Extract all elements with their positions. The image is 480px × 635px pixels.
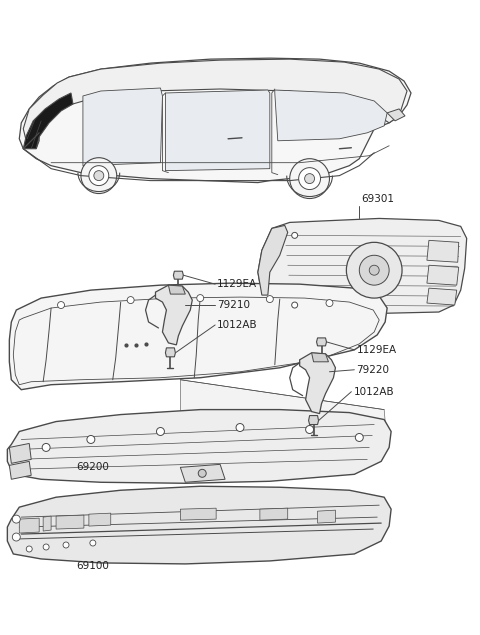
Polygon shape	[19, 58, 411, 183]
Polygon shape	[260, 508, 288, 520]
Circle shape	[156, 427, 165, 436]
Polygon shape	[180, 508, 216, 520]
Polygon shape	[89, 513, 111, 526]
Circle shape	[58, 302, 64, 309]
Circle shape	[89, 166, 109, 185]
Text: 1012AB: 1012AB	[353, 387, 394, 397]
Polygon shape	[9, 462, 31, 479]
Circle shape	[43, 544, 49, 550]
Polygon shape	[9, 283, 387, 390]
Polygon shape	[7, 486, 391, 564]
Polygon shape	[258, 218, 467, 315]
Circle shape	[355, 434, 363, 441]
Polygon shape	[427, 288, 457, 305]
Polygon shape	[166, 90, 270, 171]
Circle shape	[81, 157, 117, 194]
Text: 69100: 69100	[76, 561, 109, 571]
Polygon shape	[180, 380, 387, 444]
Circle shape	[87, 436, 95, 443]
Text: 69200: 69200	[76, 462, 109, 472]
Circle shape	[236, 424, 244, 432]
Polygon shape	[23, 93, 73, 149]
Circle shape	[90, 540, 96, 546]
Text: 1129EA: 1129EA	[217, 279, 257, 289]
Circle shape	[197, 295, 204, 302]
Circle shape	[360, 255, 389, 285]
Polygon shape	[318, 510, 336, 523]
Polygon shape	[275, 90, 387, 141]
Circle shape	[127, 297, 134, 304]
Circle shape	[266, 296, 273, 302]
Polygon shape	[309, 415, 319, 425]
Polygon shape	[387, 109, 405, 121]
Polygon shape	[427, 265, 459, 285]
Text: 1012AB: 1012AB	[217, 320, 258, 330]
Circle shape	[198, 469, 206, 478]
Polygon shape	[168, 285, 185, 294]
Circle shape	[12, 533, 20, 541]
Polygon shape	[19, 518, 39, 533]
Circle shape	[369, 265, 379, 275]
Polygon shape	[312, 353, 328, 362]
Circle shape	[12, 515, 20, 523]
Circle shape	[306, 425, 313, 434]
Polygon shape	[258, 225, 288, 295]
Circle shape	[326, 300, 333, 307]
Polygon shape	[43, 516, 51, 531]
Polygon shape	[180, 464, 225, 482]
Circle shape	[63, 542, 69, 548]
Circle shape	[26, 546, 32, 552]
Polygon shape	[316, 338, 326, 346]
Text: 1129EA: 1129EA	[356, 345, 396, 355]
Circle shape	[305, 173, 314, 184]
Polygon shape	[166, 348, 175, 357]
Circle shape	[42, 443, 50, 451]
Circle shape	[299, 168, 321, 190]
Polygon shape	[300, 353, 336, 413]
Polygon shape	[7, 410, 391, 483]
Circle shape	[290, 159, 329, 199]
Circle shape	[94, 171, 104, 180]
Polygon shape	[173, 271, 183, 279]
Polygon shape	[9, 443, 31, 464]
Text: 79210: 79210	[217, 300, 250, 310]
Polygon shape	[56, 515, 84, 529]
Polygon shape	[23, 59, 407, 149]
Text: 69301: 69301	[361, 194, 394, 204]
Circle shape	[292, 232, 298, 238]
Text: 79220: 79220	[356, 364, 389, 375]
Circle shape	[347, 243, 402, 298]
Circle shape	[292, 302, 298, 308]
Polygon shape	[427, 240, 459, 262]
Polygon shape	[83, 88, 162, 166]
Polygon shape	[156, 285, 192, 345]
